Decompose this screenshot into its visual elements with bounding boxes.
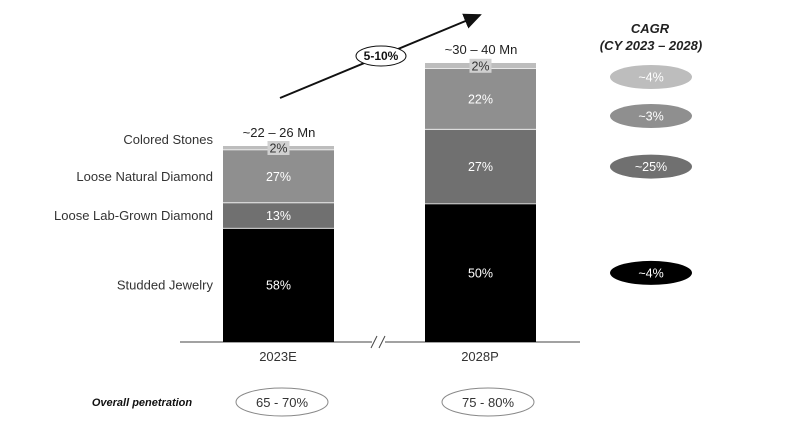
- data-label-background: [267, 141, 290, 155]
- cagr-pill: [610, 65, 692, 89]
- penetration-badge-2028P: [441, 387, 535, 417]
- series-label-colored-stones: Colored Stones: [123, 132, 213, 147]
- x-tick-label-2028P: 2028P: [461, 349, 499, 364]
- cagr-pill: [610, 154, 692, 179]
- data-label-loose-lab-grown-diamond-2023e: 13%: [266, 209, 291, 223]
- axis-break-mark: [378, 335, 386, 349]
- bar-loose-lab-grown-diamond-2028p: [425, 129, 536, 204]
- data-label-colored-stones-2028p: 2%: [471, 59, 489, 73]
- penetration-badge-2023E: [235, 387, 329, 417]
- data-label-loose-natural-diamond-2023e: 27%: [266, 170, 291, 184]
- cagr-subtitle: (CY 2023 – 2028): [600, 38, 702, 53]
- total-label-2028P: ~30 – 40 Mn: [445, 42, 518, 57]
- cagr-value: ~4%: [638, 71, 663, 85]
- bar-studded-jewelry-2028p: [425, 203, 536, 342]
- total-label-2023E: ~22 – 26 Mn: [243, 125, 316, 140]
- bar-segments: [223, 63, 536, 342]
- cagr-value: ~4%: [638, 266, 663, 280]
- axis-break-mark: [370, 335, 378, 349]
- series-label-loose-lab-grown-diamond: Loose Lab-Grown Diamond: [54, 208, 213, 223]
- series-labels: Studded Jewelry Loose Lab-Grown Diamond Lo…: [54, 132, 213, 293]
- data-label-loose-natural-diamond-2028p: 22%: [468, 92, 493, 106]
- cagr-value: ~3%: [638, 110, 663, 124]
- data-label-loose-lab-grown-diamond-2028p: 27%: [468, 160, 493, 174]
- penetration-value-2023E: 65 - 70%: [256, 395, 308, 410]
- bar-loose-lab-grown-diamond-2023e: [223, 202, 334, 229]
- data-label-background: [469, 58, 492, 73]
- growth-badge: [355, 45, 407, 67]
- series-label-studded-jewelry: Studded Jewelry: [117, 278, 214, 293]
- cagr-title: CAGR: [631, 21, 670, 36]
- cagr-pill: [610, 260, 692, 285]
- bar-studded-jewelry-2023e: [223, 228, 334, 342]
- data-label-studded-jewelry-2028p: 50%: [468, 266, 493, 280]
- x-tick-label-2023E: 2023E: [259, 349, 297, 364]
- penetration-label: Overall penetration: [92, 397, 193, 409]
- data-label-colored-stones-2023e: 2%: [269, 142, 287, 156]
- growth-label: 5-10%: [364, 49, 399, 63]
- cagr-pill: [610, 104, 692, 128]
- segment-labels: 58% 13% 27% 2% 50% 27% 22% 2%: [266, 58, 493, 293]
- cagr-pills: ~4% ~3% ~25% ~4%: [610, 65, 692, 285]
- bar-loose-natural-diamond-2023e: [223, 149, 334, 203]
- cagr-value: ~25%: [635, 160, 667, 174]
- series-label-loose-natural-diamond: Loose Natural Diamond: [76, 169, 213, 184]
- penetration-value-2028P: 75 - 80%: [462, 395, 514, 410]
- bar-loose-natural-diamond-2028p: [425, 68, 536, 130]
- data-label-studded-jewelry-2023e: 58%: [266, 279, 291, 293]
